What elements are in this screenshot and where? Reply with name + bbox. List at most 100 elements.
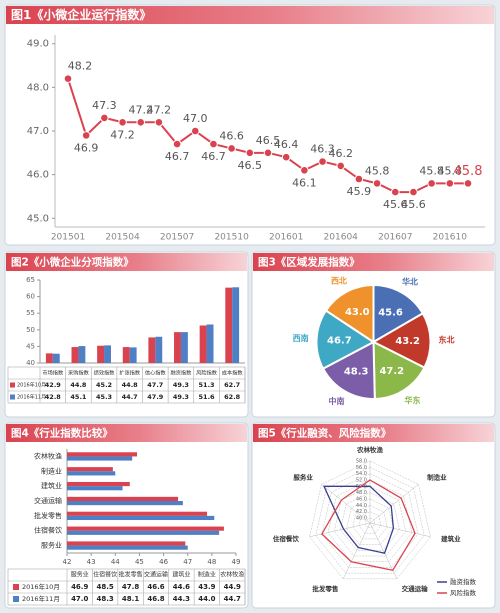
point bbox=[263, 148, 273, 158]
panel bbox=[251, 422, 496, 609]
x-tick-label: 201604 bbox=[324, 233, 359, 243]
table-header: 服务业 bbox=[71, 571, 89, 579]
ring-label: 58.0 bbox=[356, 459, 367, 465]
chart-title: 图4《行业指数比较》 bbox=[11, 427, 113, 440]
table-value: 48.1 bbox=[122, 595, 139, 603]
bar bbox=[67, 511, 208, 516]
y-tick-label: 60 bbox=[26, 293, 35, 301]
bar bbox=[67, 526, 224, 531]
legend-label: 2016年11月 bbox=[22, 594, 60, 603]
point bbox=[81, 131, 91, 140]
point bbox=[118, 117, 127, 127]
bar bbox=[67, 541, 186, 546]
value-label: 46.3 bbox=[310, 143, 335, 156]
ring bbox=[358, 511, 382, 534]
point bbox=[336, 161, 346, 171]
x-tick-label: 44 bbox=[111, 558, 120, 566]
table-value: 45.2 bbox=[96, 381, 112, 389]
value-label: 45.8 bbox=[438, 164, 463, 177]
x-tick-label: 201607 bbox=[378, 233, 412, 243]
legend-label: 2016年10月 bbox=[17, 382, 46, 389]
table-value: 48.3 bbox=[97, 595, 114, 603]
x-tick-label: 48 bbox=[207, 558, 216, 566]
ring bbox=[309, 460, 431, 580]
value-label: 45.6 bbox=[383, 198, 408, 211]
x-tick-label: 201601 bbox=[269, 233, 303, 243]
table-value: 47.0 bbox=[71, 595, 88, 603]
bar bbox=[129, 347, 137, 363]
point bbox=[318, 157, 327, 166]
x-tick-label: 市场指数 bbox=[42, 369, 64, 377]
ring-label: 48.0 bbox=[356, 490, 367, 496]
point bbox=[154, 117, 164, 127]
bar bbox=[67, 486, 123, 491]
table-value: 49.3 bbox=[173, 381, 189, 389]
x-tick-label: 信心指数 bbox=[145, 369, 167, 377]
value-label: 43.0 bbox=[345, 307, 370, 318]
table-header: 制造业 bbox=[198, 571, 216, 579]
x-tick-label: 42 bbox=[63, 558, 72, 566]
value-label: 47.2 bbox=[110, 128, 135, 141]
value-label: 46.7 bbox=[327, 335, 352, 346]
bar bbox=[180, 332, 188, 363]
ring bbox=[333, 486, 407, 557]
value-label: 46.4 bbox=[274, 138, 299, 151]
table-value: 42.8 bbox=[45, 393, 62, 401]
table-value: 44.6 bbox=[173, 583, 190, 591]
ring-label: 42.0 bbox=[356, 509, 367, 515]
slice bbox=[324, 283, 375, 344]
table-value: 42.9 bbox=[45, 381, 62, 389]
spoke bbox=[342, 522, 371, 579]
x-tick-label: 成本指数 bbox=[222, 369, 244, 377]
slice-label: 华东 bbox=[405, 395, 421, 405]
point bbox=[209, 139, 218, 149]
legend-swatch bbox=[10, 394, 15, 400]
table-value: 49.3 bbox=[173, 393, 189, 401]
axis-label: 住宿餐饮 bbox=[273, 534, 300, 543]
table-value: 44.7 bbox=[122, 393, 138, 401]
legend-swatch bbox=[10, 382, 15, 388]
value-label: 45.9 bbox=[347, 185, 372, 198]
bar bbox=[67, 501, 183, 506]
spoke bbox=[369, 484, 419, 524]
y-tick-label: 47.0 bbox=[27, 126, 49, 137]
table-value: 62.7 bbox=[224, 381, 240, 389]
point bbox=[300, 165, 309, 175]
panel bbox=[4, 4, 496, 246]
slice-label: 东北 bbox=[438, 334, 454, 344]
bar bbox=[206, 324, 214, 363]
value-label: 45.8 bbox=[454, 164, 483, 179]
chart-title: 图5《行业融资、风险指数》 bbox=[258, 427, 391, 440]
bar bbox=[67, 456, 133, 461]
x-tick-label: 46 bbox=[159, 558, 168, 566]
value-label: 45.8 bbox=[419, 164, 444, 177]
point bbox=[136, 117, 146, 127]
table-header: 建筑业 bbox=[172, 571, 190, 579]
axis-label: 农林牧渔 bbox=[356, 445, 384, 454]
value-label: 46.6 bbox=[219, 129, 244, 142]
slice bbox=[315, 309, 376, 370]
point bbox=[445, 179, 455, 188]
series-line bbox=[322, 485, 395, 554]
bar bbox=[67, 467, 113, 472]
legend-label: 融资指数 bbox=[450, 577, 477, 586]
slice-label: 西北 bbox=[331, 276, 347, 286]
bar bbox=[52, 353, 60, 363]
ring bbox=[315, 467, 425, 574]
table-header: 批发零售 bbox=[119, 571, 143, 579]
point bbox=[190, 126, 200, 136]
x-tick-label: 绩效指数 bbox=[94, 369, 116, 377]
value-label: 47.3 bbox=[92, 99, 117, 112]
table-value: 47.7 bbox=[147, 381, 163, 389]
value-label: 47.2 bbox=[379, 366, 404, 377]
table-value: 44.8 bbox=[122, 381, 139, 389]
slice-label: 华北 bbox=[402, 277, 418, 287]
legend-label: 2016年11月 bbox=[17, 394, 46, 401]
legend-swatch bbox=[13, 584, 19, 590]
bar bbox=[199, 325, 207, 363]
ring bbox=[340, 492, 400, 551]
y-tick-label: 46.0 bbox=[27, 170, 49, 181]
bar bbox=[71, 347, 79, 363]
